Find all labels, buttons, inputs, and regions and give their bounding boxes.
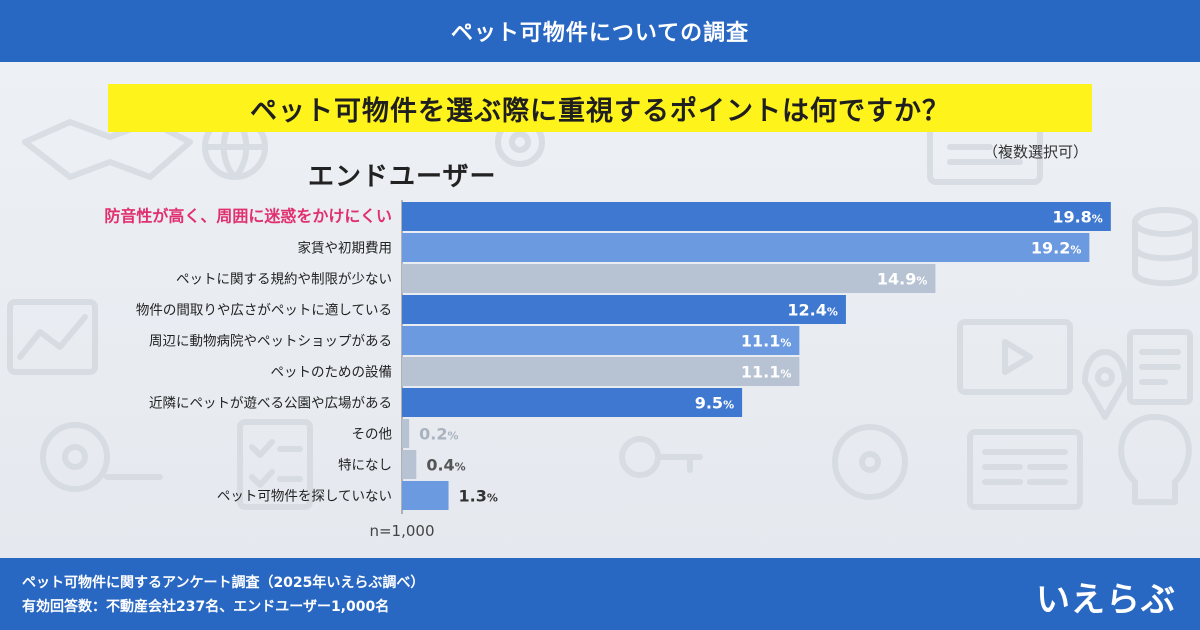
category-label-7: 近隣にペットが遊べる公園や広場がある [149, 396, 392, 412]
value-label-10: 1.3% [459, 487, 498, 506]
key-icon [619, 436, 703, 478]
category-label-3: ペットに関する規約や制限が少ない [176, 272, 392, 288]
multiple-choice-note: （複数選択可） [982, 143, 1088, 161]
document-icon [1127, 329, 1193, 405]
category-label-2: 家賃や初期費用 [298, 240, 393, 257]
video-player-icon [957, 319, 1073, 395]
value-label-8: 0.2% [419, 425, 458, 444]
category-label-4: 物件の間取りや広さがペットに適している [136, 302, 392, 319]
bar-1 [402, 202, 1111, 231]
footer: ペット可物件に関するアンケート調査（2025年いえらぶ調べ） 有効回答数：不動産… [0, 558, 1200, 630]
bar-8 [402, 419, 410, 448]
category-label-9: 特になし [338, 458, 392, 474]
category-label-5: 周辺に動物病院やペットショップがある [149, 334, 392, 350]
bar-3 [402, 264, 936, 293]
page-header: ペット可物件についての調査 [0, 0, 1200, 62]
question-banner: ペット可物件を選ぶ際に重視するポイントは何ですか？ [108, 84, 1092, 132]
survey-source: ペット可物件に関するアンケート調査（2025年いえらぶ調べ） [22, 575, 425, 591]
lightbulb-icon [1118, 414, 1192, 505]
value-label-1: 19.8% [1052, 208, 1103, 227]
sample-size-label: n=1,000 [369, 522, 434, 540]
category-label-6: ペットのための設備 [271, 365, 393, 381]
value-label-5: 11.1% [741, 332, 792, 351]
cd-icon [832, 424, 908, 500]
value-label-4: 12.4% [787, 301, 838, 320]
bar-4 [402, 295, 846, 324]
database-icon [1132, 207, 1198, 287]
bar-9 [402, 450, 417, 479]
tape-measure-icon [40, 422, 163, 492]
value-label-2: 19.2% [1031, 239, 1082, 258]
category-label-10: ペット可物件を探していない [217, 489, 392, 505]
newspaper-icon [967, 429, 1083, 510]
bar-7 [402, 388, 743, 417]
bar-10 [402, 481, 449, 510]
brand-logo: いえらぶ [1036, 580, 1176, 620]
category-label-8: その他 [352, 427, 393, 443]
presentation-icon [7, 299, 98, 375]
bar-5 [402, 326, 800, 355]
checklist-icon [237, 419, 313, 510]
bar-6 [402, 357, 800, 386]
handshake-icon [22, 119, 193, 180]
bar-2 [402, 233, 1090, 262]
value-label-6: 11.1% [741, 363, 792, 382]
value-label-3: 14.9% [877, 270, 928, 289]
value-label-7: 9.5% [695, 394, 734, 413]
value-label-9: 0.4% [426, 456, 465, 475]
category-label-1: 防音性が高く、周囲に迷惑をかけにくい [104, 207, 392, 226]
map-pin-icon [1082, 349, 1128, 420]
segment-title: エンドユーザー [308, 162, 497, 192]
respondent-count: 有効回答数：不動産会社237名、エンドユーザー1,000名 [22, 599, 390, 615]
